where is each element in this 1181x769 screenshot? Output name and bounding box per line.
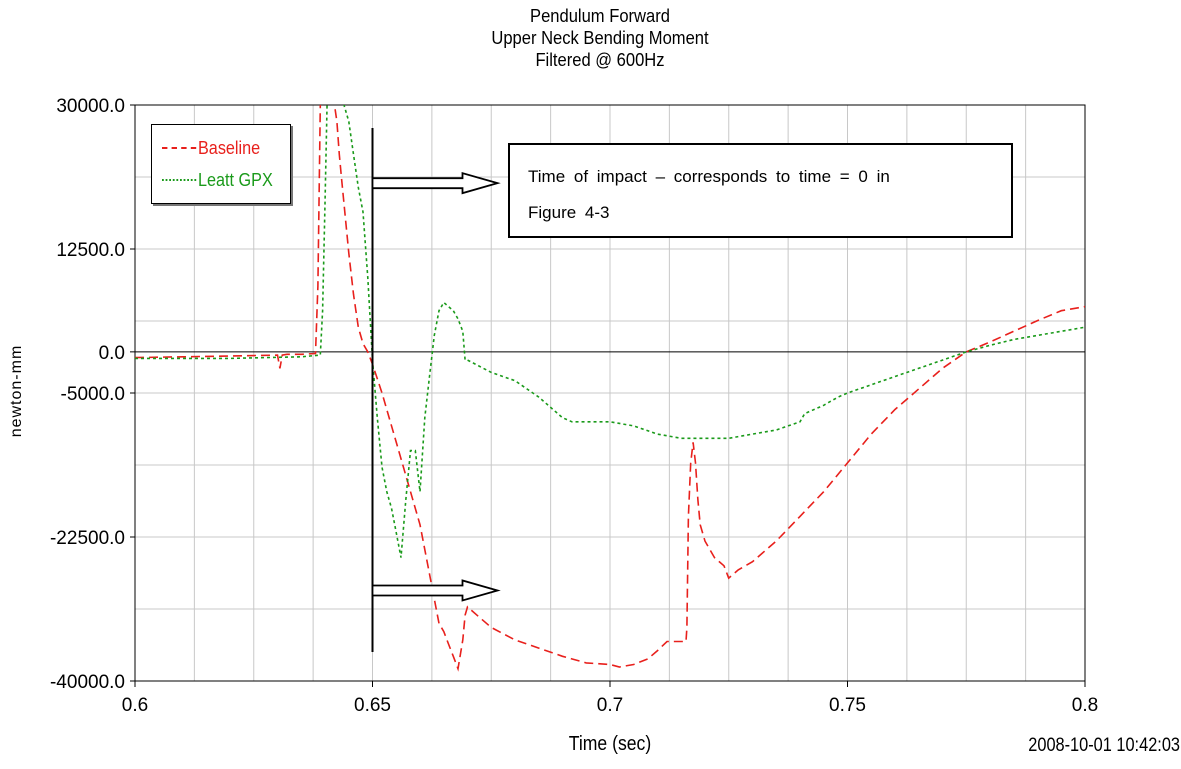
legend: Baseline Leatt GPX — [151, 124, 291, 204]
series-lines — [135, 105, 1085, 672]
impact-arrow-2 — [371, 579, 501, 602]
chart-title-line-2: Upper Neck Bending Moment — [491, 28, 709, 48]
legend-label-leatt-gpx: Leatt GPX — [198, 169, 273, 190]
annotation-box: Time of impact – corresponds to time = 0… — [508, 143, 1013, 238]
impact-marker — [371, 128, 501, 652]
x-tick-label: 0.7 — [597, 695, 623, 716]
y-tick-label: -22500.0 — [50, 528, 125, 549]
legend-label-baseline: Baseline — [198, 137, 261, 158]
y-tick-labels: 30000.0 12500.0 0.0 -5000.0 -22500.0 -40000.0 — [50, 96, 125, 693]
series-line-leatt-gpx — [135, 105, 1085, 558]
legend-swatch-leatt-gpx — [162, 179, 197, 181]
legend-item-leatt-gpx: Leatt GPX — [162, 168, 273, 192]
chart-title-line-3: Filtered @ 600Hz — [535, 50, 665, 70]
x-tick-label: 0.8 — [1072, 695, 1098, 716]
chart-title-line-1: Pendulum Forward — [530, 6, 670, 26]
x-tick-label: 0.6 — [122, 695, 148, 716]
legend-swatch-baseline — [162, 147, 197, 149]
impact-arrow-1 — [371, 171, 501, 195]
y-tick-label: -40000.0 — [50, 672, 125, 693]
x-tick-label: 0.65 — [354, 695, 391, 716]
annotation-line-2: Figure 4-3 — [528, 203, 610, 222]
legend-item-baseline: Baseline — [162, 136, 260, 160]
x-axis-label: Time (sec) — [568, 733, 652, 755]
y-tick-label: -5000.0 — [61, 384, 125, 405]
x-tick-labels: 0.6 0.65 0.7 0.75 0.8 — [122, 695, 1098, 716]
y-tick-label: 0.0 — [99, 343, 125, 364]
x-tick-label: 0.75 — [829, 695, 866, 716]
y-tick-label: 12500.0 — [56, 240, 125, 261]
series-line-baseline — [135, 105, 1085, 672]
y-tick-label: 30000.0 — [56, 96, 125, 117]
y-axis-label: newton-mm — [8, 344, 25, 438]
timestamp: 2008-10-01 10:42:03 — [1028, 735, 1180, 756]
axes — [130, 104, 1086, 687]
annotation-line-1: Time of impact – corresponds to time = 0… — [528, 167, 890, 186]
